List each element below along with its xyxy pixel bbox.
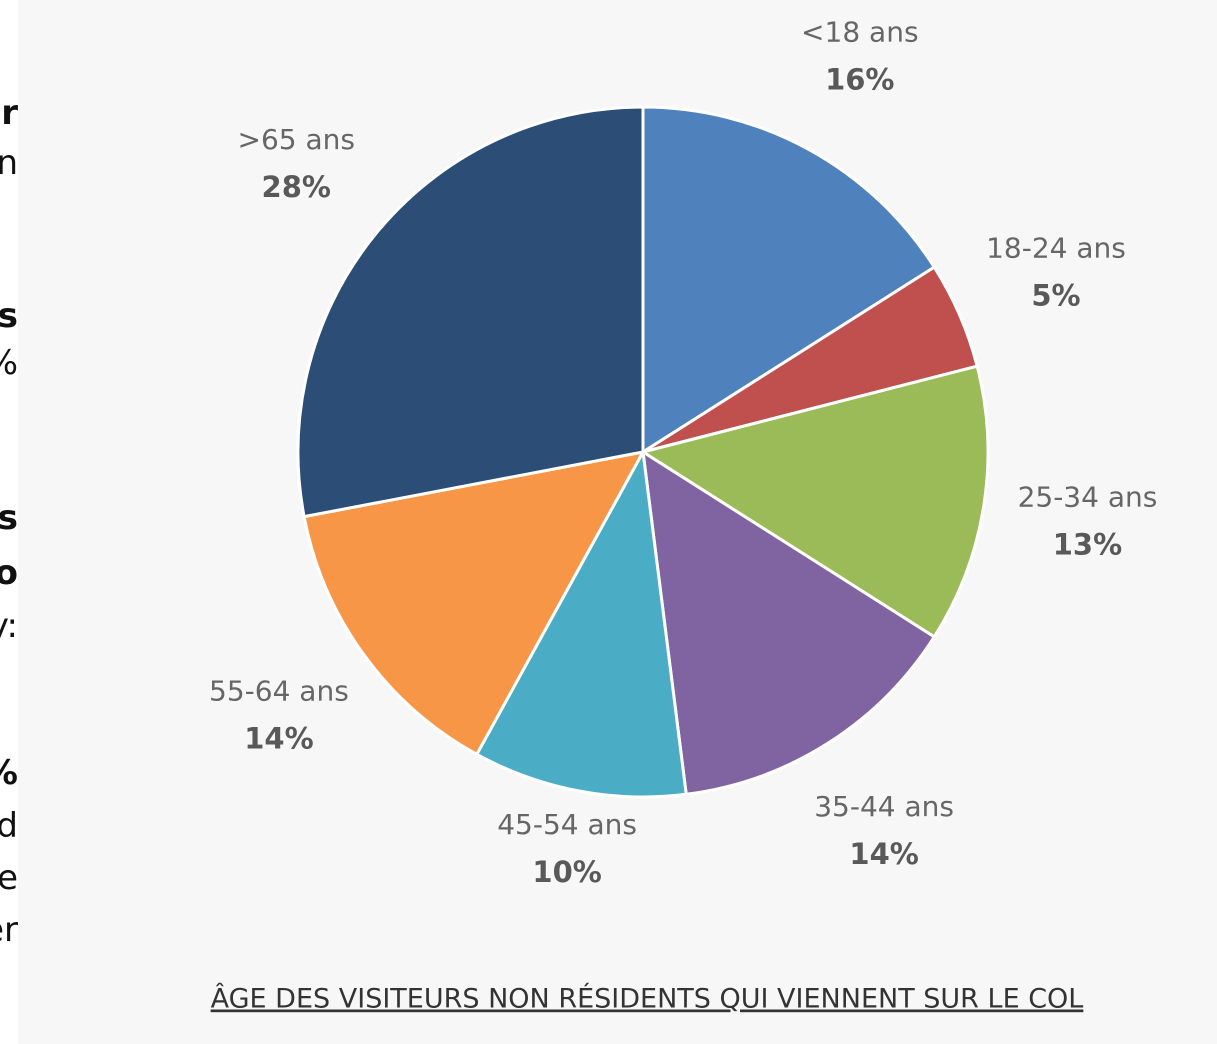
side-fragment: es — [0, 498, 18, 538]
slice-label: <18 ans — [801, 16, 918, 49]
side-fragment: te — [0, 858, 18, 898]
pie-slice — [474, 447, 688, 799]
side-fragment: % — [0, 753, 18, 793]
side-fragment: or — [0, 93, 18, 133]
chart-title: ÂGE DES VISITEURS NON RÉSIDENTS QUI VIEN… — [211, 983, 1084, 1015]
pie-slice — [641, 105, 937, 455]
slice-value: 14% — [849, 837, 918, 871]
side-fragment: er — [0, 910, 18, 950]
slice-label: 35-44 ans — [814, 790, 954, 823]
slice-value: 10% — [532, 855, 601, 889]
pie-slice — [302, 449, 646, 757]
slice-value: 28% — [262, 170, 331, 204]
slice-label: 25-34 ans — [1018, 480, 1158, 513]
side-fragment: n — [0, 143, 18, 183]
slice-value: 5% — [1031, 278, 1080, 312]
slice-value: 13% — [1053, 527, 1122, 561]
pie-slice — [296, 105, 645, 519]
slice-value: 14% — [244, 722, 313, 756]
chart: ÂGE DES VISITEURS NON RÉSIDENTS QUI VIEN… — [18, 0, 1217, 1044]
slice-label: 18-24 ans — [986, 231, 1126, 264]
slice-value: 16% — [825, 63, 894, 97]
side-fragment: co — [0, 553, 18, 593]
side-fragment: y: — [0, 606, 18, 646]
side-fragment: % — [0, 343, 18, 383]
slice-label: 45-54 ans — [497, 808, 637, 841]
side-fragment: us — [0, 296, 18, 336]
slice-label: >65 ans — [238, 123, 355, 156]
slice-label: 55-64 ans — [209, 675, 349, 708]
side-fragment: d — [0, 806, 18, 846]
cropped-text: or n us% es co y:% d te er — [0, 0, 18, 1044]
pie-slice — [639, 364, 990, 639]
pie-slice — [641, 449, 937, 796]
